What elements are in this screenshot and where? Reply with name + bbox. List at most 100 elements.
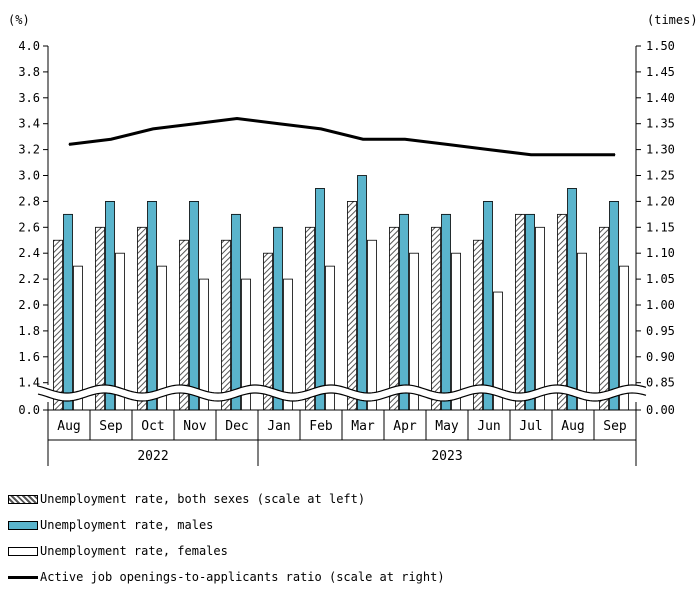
ratio-point (530, 154, 532, 156)
left-tick-label: 3.8 (18, 65, 40, 79)
bar-both-sexes (95, 226, 105, 411)
left-axis-unit: (%) (8, 13, 30, 27)
left-tick-label: 2.0 (18, 298, 40, 312)
year-label: 2023 (431, 449, 462, 464)
right-tick-label: 1.30 (646, 143, 675, 157)
axis-break-fill (38, 385, 646, 401)
category-label: Feb (309, 419, 333, 434)
legend-label-both-sexes: Unemployment rate, both sexes (scale at … (40, 492, 366, 506)
bar-males (525, 213, 535, 411)
legend-item-ratio: Active job openings-to-applicants ratio … (8, 564, 445, 590)
left-tick-label: 2.4 (18, 246, 40, 260)
left-tick-label: 4.0 (18, 39, 40, 53)
right-tick-label: 1.15 (646, 220, 675, 234)
left-tick-label: 1.8 (18, 324, 40, 338)
ratio-point (152, 128, 154, 130)
category-label: Apr (393, 419, 417, 434)
ratio-point (110, 138, 112, 140)
right-tick-label: 0.95 (646, 324, 675, 338)
legend-label-ratio: Active job openings-to-applicants ratio … (40, 570, 445, 584)
bar-males (273, 226, 283, 411)
ratio-point (236, 118, 238, 120)
bar-both-sexes (599, 226, 609, 411)
bar-both-sexes (305, 226, 315, 411)
axis-break-line-bottom (37, 392, 647, 402)
category-label: Aug (561, 419, 584, 434)
right-tick-label: 0.85 (646, 376, 675, 390)
bar-males (105, 200, 115, 411)
left-tick-label: 0.0 (18, 403, 40, 417)
left-tick-label: 3.2 (18, 143, 40, 157)
right-axis-unit: (times) (647, 13, 698, 27)
bar-females (283, 278, 293, 411)
bar-females (73, 265, 83, 411)
legend-item-females: Unemployment rate, females (8, 538, 445, 564)
left-tick-label: 2.2 (18, 272, 40, 286)
bar-both-sexes (137, 226, 147, 411)
bar-both-sexes (221, 239, 231, 411)
year-label: 2022 (137, 449, 168, 464)
ratio-point (614, 154, 616, 156)
bar-males (189, 200, 199, 411)
bar-females (367, 239, 377, 411)
bar-both-sexes (557, 213, 567, 411)
left-tick-label: 3.6 (18, 91, 40, 105)
left-tick-label: 2.6 (18, 220, 40, 234)
left-tick-label: 2.8 (18, 194, 40, 208)
ratio-point (572, 154, 574, 156)
bar-both-sexes (431, 226, 441, 411)
category-label: Mar (351, 419, 375, 434)
bar-females (577, 252, 587, 411)
bar-both-sexes (53, 239, 63, 411)
bar-males (483, 200, 493, 411)
bar-males (399, 213, 409, 411)
bar-males (357, 175, 367, 411)
ratio-point (68, 143, 70, 145)
bar-both-sexes (515, 213, 525, 411)
bar-males (567, 188, 577, 411)
legend-label-females: Unemployment rate, females (40, 544, 228, 558)
ratio-point (320, 128, 322, 130)
ratio-line (68, 117, 615, 157)
legend-item-males: Unemployment rate, males (8, 512, 445, 538)
category-label: Dec (225, 419, 248, 434)
right-tick-label: 1.40 (646, 91, 675, 105)
ratio-point (404, 138, 406, 140)
left-tick-label: 1.4 (18, 376, 40, 390)
right-tick-label: 1.50 (646, 39, 675, 53)
ratio-point (488, 149, 490, 151)
right-tick-label: 0.00 (646, 403, 675, 417)
legend-item-both-sexes: Unemployment rate, both sexes (scale at … (8, 486, 445, 512)
right-tick-label: 1.05 (646, 272, 675, 286)
right-tick-label: 1.45 (646, 65, 675, 79)
legend-swatch-ratio (8, 575, 38, 579)
right-tick-label: 1.25 (646, 169, 675, 183)
left-tick-label: 3.4 (18, 117, 40, 131)
category-label: Jul (519, 419, 542, 434)
bar-females (451, 252, 461, 411)
bar-males (231, 213, 241, 411)
bar-both-sexes (389, 226, 399, 411)
bar-males (441, 213, 451, 411)
ratio-point (446, 143, 448, 145)
category-label: Jan (267, 419, 290, 434)
left-tick-label: 1.6 (18, 350, 40, 364)
category-label: Jun (477, 419, 500, 434)
chart: (%) (times) 0.0 1.4 1.6 1.8 2.0 2.2 2.4 2.6 2.8 3… (8, 13, 698, 466)
axis-break-line-top (37, 384, 647, 394)
bar-males (315, 188, 325, 411)
category-label: Sep (99, 419, 123, 434)
category-label: Nov (183, 419, 207, 434)
legend-swatch-both-sexes (8, 494, 38, 504)
category-label: Aug (57, 419, 80, 434)
right-tick-label: 1.00 (646, 298, 675, 312)
bar-both-sexes (347, 200, 357, 411)
legend-swatch-males (8, 520, 38, 530)
right-tick-label: 0.90 (646, 350, 675, 364)
right-tick-label: 1.35 (646, 117, 675, 131)
right-tick-label: 1.10 (646, 246, 675, 260)
category-label: Sep (603, 419, 627, 434)
right-tick-label: 1.20 (646, 194, 675, 208)
category-label: May (435, 419, 459, 434)
legend-swatch-females (8, 546, 38, 556)
